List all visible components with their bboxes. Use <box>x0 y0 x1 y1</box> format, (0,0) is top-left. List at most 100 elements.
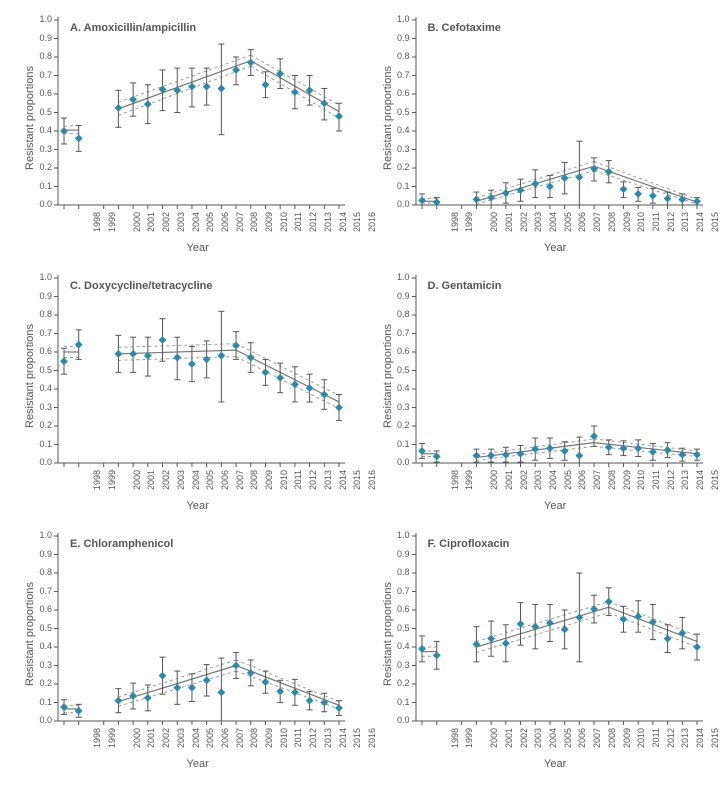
ytick-label: 1.0 <box>397 272 410 282</box>
panel-E: 0.00.10.20.30.40.50.60.70.80.91.01998199… <box>10 526 355 776</box>
data-marker <box>649 193 655 199</box>
xtick-label: 2007 <box>235 212 245 242</box>
xtick-label: 1999 <box>107 470 117 500</box>
ytick-label: 1.0 <box>397 14 410 24</box>
data-marker <box>233 67 239 73</box>
data-marker <box>605 598 611 604</box>
ytick-label: 0.0 <box>397 715 410 725</box>
ytick-label: 0.6 <box>39 88 52 98</box>
ytick-label: 0.2 <box>39 162 52 172</box>
ytick-label: 1.0 <box>39 14 52 24</box>
xtick-label: 2013 <box>680 728 690 758</box>
xtick-label: 2010 <box>636 470 646 500</box>
xtick-label: 2002 <box>519 212 529 242</box>
x-axis-label: Year <box>187 758 209 770</box>
xtick-label: 1998 <box>450 470 460 500</box>
xtick-label: 2013 <box>323 212 333 242</box>
y-axis-label: Resistant proportions <box>382 324 394 428</box>
data-marker <box>189 361 195 367</box>
ytick-label: 0.2 <box>397 678 410 688</box>
ytick-label: 0.2 <box>39 678 52 688</box>
xtick-label: 2008 <box>607 728 617 758</box>
ytick-label: 0.9 <box>397 33 410 43</box>
data-marker <box>487 635 493 641</box>
panel-title: A. Amoxicillin/ampicillin <box>70 22 196 34</box>
xtick-label: 2003 <box>533 470 543 500</box>
xtick-label: 2011 <box>651 470 661 500</box>
y-axis-label: Resistant proportions <box>382 66 394 170</box>
xtick-label: 2004 <box>548 470 558 500</box>
data-marker <box>203 677 209 683</box>
xtick-label: 2002 <box>161 470 171 500</box>
ytick-label: 1.0 <box>39 530 52 540</box>
data-marker <box>336 113 342 119</box>
data-marker <box>693 198 699 204</box>
xtick-label: 1999 <box>107 728 117 758</box>
xtick-label: 2015 <box>352 470 362 500</box>
data-marker <box>248 59 254 65</box>
ytick-label: 0.4 <box>397 641 410 651</box>
xtick-label: 2000 <box>489 212 499 242</box>
xtick-label: 2011 <box>651 212 661 242</box>
xtick-label: 2012 <box>666 728 676 758</box>
data-marker <box>277 688 283 694</box>
xtick-label: 2015 <box>352 212 362 242</box>
ytick-label: 0.9 <box>39 291 52 301</box>
ytick-label: 0.3 <box>397 660 410 670</box>
xtick-label: 2009 <box>622 212 632 242</box>
panel-title: D. Gentamicin <box>428 280 502 292</box>
ytick-label: 0.0 <box>39 199 52 209</box>
data-marker <box>262 82 268 88</box>
ytick-label: 0.1 <box>397 439 410 449</box>
ytick-label: 0.5 <box>397 623 410 633</box>
ytick-label: 0.6 <box>397 604 410 614</box>
xtick-label: 2007 <box>235 728 245 758</box>
xtick-label: 2005 <box>205 212 215 242</box>
xtick-label: 2002 <box>161 212 171 242</box>
data-marker <box>590 433 596 439</box>
ytick-label: 0.6 <box>39 346 52 356</box>
xtick-label: 2015 <box>710 470 720 500</box>
ytick-label: 0.4 <box>397 125 410 135</box>
xtick-label: 2014 <box>338 470 348 500</box>
ytick-label: 0.7 <box>39 70 52 80</box>
xtick-label: 2003 <box>176 470 186 500</box>
x-axis-label: Year <box>544 500 566 512</box>
data-marker <box>76 135 82 141</box>
xtick-label: 2005 <box>205 728 215 758</box>
xtick-label: 2005 <box>563 212 573 242</box>
xtick-label: 2007 <box>592 470 602 500</box>
ytick-label: 0.5 <box>39 107 52 117</box>
panel-A: 0.00.10.20.30.40.50.60.70.80.91.01998199… <box>10 10 355 260</box>
xtick-label: 2012 <box>308 728 318 758</box>
chart-grid: 0.00.10.20.30.40.50.60.70.80.91.01998199… <box>10 10 715 776</box>
data-marker <box>679 196 685 202</box>
xtick-label: 2002 <box>519 470 529 500</box>
data-marker <box>620 186 626 192</box>
data-marker <box>130 96 136 102</box>
ytick-label: 0.0 <box>39 715 52 725</box>
xtick-label: 2014 <box>338 728 348 758</box>
ytick-label: 0.4 <box>39 641 52 651</box>
data-marker <box>664 635 670 641</box>
x-axis-label: Year <box>544 758 566 770</box>
data-marker <box>620 616 626 622</box>
ytick-label: 0.5 <box>39 365 52 375</box>
ytick-label: 0.4 <box>39 125 52 135</box>
xtick-label: 2003 <box>533 728 543 758</box>
xtick-label: 2006 <box>220 728 230 758</box>
xtick-label: 2013 <box>680 470 690 500</box>
xtick-label: 2002 <box>519 728 529 758</box>
data-marker <box>277 375 283 381</box>
data-marker <box>576 174 582 180</box>
ytick-label: 0.1 <box>397 181 410 191</box>
data-marker <box>517 621 523 627</box>
xtick-label: 2009 <box>264 212 274 242</box>
xtick-label: 2001 <box>146 728 156 758</box>
data-marker <box>576 452 582 458</box>
y-axis-label: Resistant proportions <box>24 324 36 428</box>
xtick-label: 1999 <box>464 212 474 242</box>
ytick-label: 0.0 <box>397 199 410 209</box>
data-marker <box>262 679 268 685</box>
xtick-label: 2005 <box>205 470 215 500</box>
